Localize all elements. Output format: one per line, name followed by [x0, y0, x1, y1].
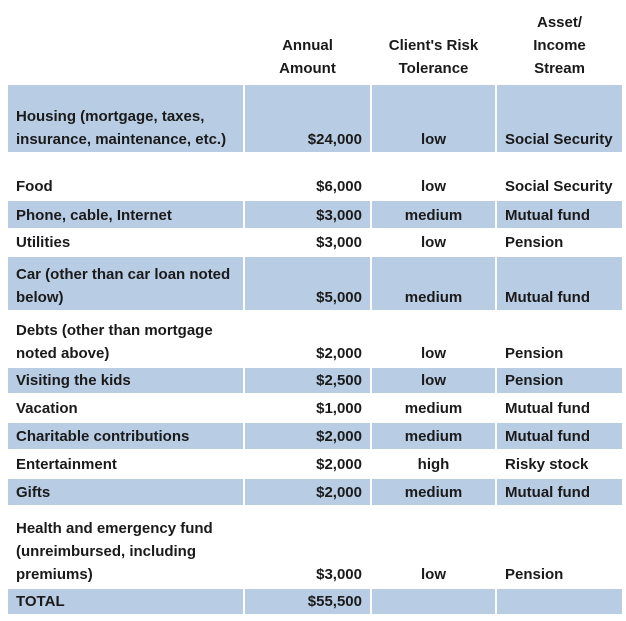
table-cell: TOTAL: [8, 589, 243, 614]
table-cell: Mutual fund: [497, 423, 622, 449]
table-cell: Mutual fund: [505, 400, 590, 417]
header-cell: Asset/ Income Stream: [533, 14, 586, 77]
table-cell: Social Security: [497, 85, 622, 152]
table-cell: Visiting the kids: [8, 368, 243, 393]
table-cell: Pension: [497, 368, 622, 393]
table-cell: medium: [372, 201, 495, 228]
table-cell: Health and emergency fund (unreimbursed,…: [16, 520, 213, 583]
table-row: Phone, cable, Internet $3,000 medium Mutual…: [8, 201, 622, 228]
table-cell: Mutual fund: [497, 479, 622, 505]
table-row: Vacation $1,000 medium Mutual fund: [8, 395, 622, 421]
table-cell: Entertainment: [16, 456, 117, 473]
table-cell: $5,000: [245, 257, 370, 310]
budget-table: Annual Amount Client's Risk Tolerance As…: [6, 0, 624, 616]
table-cell: $2,000: [316, 345, 362, 362]
table-cell: low: [372, 85, 495, 152]
table-cell: $2,500: [245, 368, 370, 393]
table-cell: Utilities: [16, 234, 71, 251]
table-cell: Pension: [505, 345, 564, 362]
table-cell: Gifts: [8, 479, 243, 505]
table-cell: $3,000: [245, 201, 370, 228]
table-cell: Food: [16, 178, 53, 195]
table-cell: [372, 589, 495, 614]
table-row: Housing (mortgage, taxes, insurance, mai…: [8, 85, 622, 152]
table-cell: [497, 589, 622, 614]
table-cell: low: [421, 345, 446, 362]
table-row: Gifts $2,000 medium Mutual fund: [8, 479, 622, 505]
table-cell: high: [417, 456, 450, 473]
table-cell: $6,000: [316, 178, 362, 195]
table-cell: medium: [404, 400, 463, 417]
header-row: Annual Amount Client's Risk Tolerance As…: [8, 2, 622, 83]
table-cell: $3,000: [316, 566, 362, 583]
table-cell: Pension: [505, 234, 564, 251]
table-row: Entertainment $2,000 high Risky stock: [8, 451, 622, 477]
table-cell: low: [372, 368, 495, 393]
table-row: Utilities $3,000 low Pension: [8, 230, 622, 255]
header-cell: Annual Amount: [279, 37, 336, 77]
table-cell: low: [421, 178, 446, 195]
table-cell: $1,000: [316, 400, 362, 417]
table-cell: Vacation: [16, 400, 78, 417]
table-cell: Social Security: [505, 178, 613, 195]
table-row: Car (other than car loan noted below) $5,…: [8, 257, 622, 310]
table-cell: Phone, cable, Internet: [8, 201, 243, 228]
table-row: Charitable contributions $2,000 medium Mutu…: [8, 423, 622, 449]
table-row: Health and emergency fund (unreimbursed,…: [8, 507, 622, 587]
table-cell: Pension: [505, 566, 564, 583]
table-cell: Car (other than car loan noted below): [8, 257, 243, 310]
table-cell: $24,000: [245, 85, 370, 152]
table-cell: low: [421, 566, 446, 583]
table-cell: Housing (mortgage, taxes, insurance, mai…: [8, 85, 243, 152]
table-cell: medium: [372, 257, 495, 310]
table-cell: $2,000: [316, 456, 362, 473]
table-cell: low: [421, 234, 446, 251]
table-cell: Mutual fund: [497, 257, 622, 310]
table-cell: Charitable contributions: [8, 423, 243, 449]
table-cell: Debts (other than mortgage noted above): [16, 322, 213, 362]
header-cell: [8, 2, 243, 83]
table-cell: $2,000: [245, 423, 370, 449]
table-cell: $3,000: [316, 234, 362, 251]
table-cell: Risky stock: [505, 456, 589, 473]
table-row: Visiting the kids $2,500 low Pension: [8, 368, 622, 393]
table-cell: medium: [372, 479, 495, 505]
table-row: TOTAL $55,500: [8, 589, 622, 614]
table-row: Food $6,000 low Social Security: [8, 154, 622, 199]
table-cell: Mutual fund: [497, 201, 622, 228]
table-cell: medium: [372, 423, 495, 449]
table-row: Debts (other than mortgage noted above) $…: [8, 312, 622, 366]
table-cell: $55,500: [245, 589, 370, 614]
table-cell: $2,000: [245, 479, 370, 505]
table-body: Housing (mortgage, taxes, insurance, mai…: [8, 85, 622, 614]
header-cell: Client's Risk Tolerance: [388, 37, 479, 77]
